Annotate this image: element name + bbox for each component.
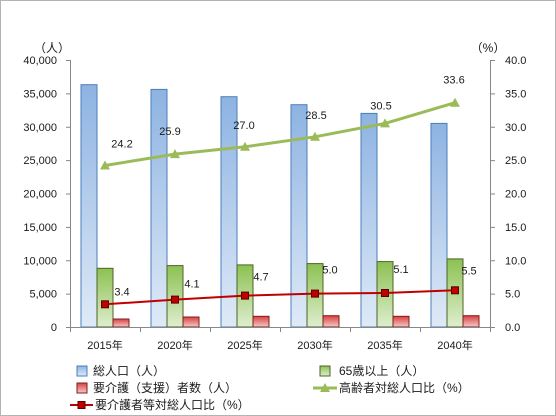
x-axis-tick-label: 2015年 <box>87 338 122 352</box>
marker-elderly-ratio-2025 <box>240 141 250 151</box>
x-axis-tick-label: 2040年 <box>437 338 472 352</box>
x-axis-tick-label: 2030年 <box>297 338 332 352</box>
legend-square-marker-icon <box>77 401 86 409</box>
bar-total-population-2015 <box>80 84 98 328</box>
legend-item-aged-65-plus: 65歳以上（人） <box>319 364 424 378</box>
bar-aged-65-plus-2015 <box>96 267 114 328</box>
bar-total-population-2040 <box>430 122 448 328</box>
y2-axis-tick-label: 35.0 <box>505 88 526 100</box>
y2-axis-tick-label: 15.0 <box>505 222 526 234</box>
y-axis-tick-label: 40,000 <box>23 55 57 67</box>
bar-care-needed-2025 <box>252 315 270 328</box>
marker-elderly-ratio-2040 <box>450 97 460 107</box>
data-label-elderly-ratio-2015: 24.2 <box>111 139 132 151</box>
data-label-care-needed-ratio-2020: 4.1 <box>184 279 199 291</box>
data-label-care-needed-ratio-2035: 5.1 <box>393 264 408 276</box>
y2-axis-tick-label: 30.0 <box>505 122 526 134</box>
y-axis-tick-label: 5,000 <box>29 289 57 301</box>
data-label-elderly-ratio-2040: 33.6 <box>443 75 464 87</box>
y-axis-tick-label: 30,000 <box>23 122 57 134</box>
bar-care-needed-2020 <box>182 316 200 328</box>
data-label-elderly-ratio-2020: 25.9 <box>159 126 180 138</box>
data-label-elderly-ratio-2025: 27.0 <box>233 120 254 132</box>
legend-label-elderly-ratio: 高齢者対総人口比（%） <box>339 380 470 395</box>
data-label-care-needed-ratio-2030: 5.0 <box>322 265 337 277</box>
bar-care-needed-2035 <box>392 315 410 328</box>
marker-care-needed-ratio-2030 <box>311 289 319 298</box>
bar-care-needed-2040 <box>462 315 480 328</box>
marker-care-needed-ratio-2020 <box>171 295 179 304</box>
marker-elderly-ratio-2020 <box>170 149 180 159</box>
y-axis-title: （人） <box>34 41 70 55</box>
y-axis-tick-label: 10,000 <box>23 255 57 267</box>
y2-axis-tick-label: 0.0 <box>505 322 520 334</box>
legend-label-care-needed: 要介護（支援）者数（人） <box>93 380 237 395</box>
y2-axis-tick-label: 20.0 <box>505 189 526 201</box>
marker-care-needed-ratio-2025 <box>241 291 249 300</box>
legend-item-care-needed: 要介護（支援）者数（人） <box>76 380 237 395</box>
y-axis-tick-label: 0 <box>51 322 57 334</box>
y2-axis-title: （%） <box>471 41 506 55</box>
marker-care-needed-ratio-2015 <box>101 300 109 309</box>
marker-care-needed-ratio-2040 <box>451 286 459 295</box>
legend-label-aged-65-plus: 65歳以上（人） <box>339 364 424 378</box>
data-label-care-needed-ratio-2025: 4.7 <box>253 272 268 284</box>
legend-item-care-needed-ratio: 要介護者等対総人口比（%） <box>70 397 250 412</box>
bar-total-population-2020 <box>150 88 168 328</box>
data-label-care-needed-ratio-2015: 3.4 <box>114 286 129 298</box>
bar-total-population-2035 <box>360 112 378 328</box>
legend-label-care-needed-ratio: 要介護者等対総人口比（%） <box>95 397 250 412</box>
line-care-needed-ratio <box>104 289 456 306</box>
y2-axis-tick-label: 25.0 <box>505 155 526 167</box>
bar-care-needed-2015 <box>112 318 130 328</box>
bar-care-needed-2030 <box>322 315 340 328</box>
legend-item-total-population: 総人口（人） <box>76 364 165 378</box>
x-axis-tick-label: 2025年 <box>227 338 262 352</box>
legend: 総人口（人） 65歳以上（人） 要介護（支援）者数（人） 高齢者対総人口比（%）… <box>70 364 470 412</box>
y2-axis-tick-label: 10.0 <box>505 255 526 267</box>
x-axis-tick-label: 2020年 <box>157 338 192 352</box>
legend-swatch-care-needed <box>76 382 88 394</box>
marker-elderly-ratio-2015 <box>100 160 110 170</box>
plot-area: 0 5,000 10,000 15,000 20,000 25,000 30,000 35,0… <box>23 55 526 352</box>
data-label-elderly-ratio-2035: 30.5 <box>370 100 391 112</box>
legend-triangle-marker-icon <box>320 383 330 392</box>
y2-axis-tick-label: 40.0 <box>505 55 526 67</box>
line-elderly-ratio <box>104 101 456 167</box>
y-axis-tick-label: 15,000 <box>23 222 57 234</box>
y-axis-tick-label: 35,000 <box>23 88 57 100</box>
marker-elderly-ratio-2030 <box>310 131 320 141</box>
marker-care-needed-ratio-2035 <box>381 289 389 297</box>
legend-label-total-population: 総人口（人） <box>93 364 165 378</box>
legend-swatch-aged-65-plus <box>319 365 331 377</box>
marker-elderly-ratio-2035 <box>380 118 390 128</box>
legend-item-elderly-ratio: 高齢者対総人口比（%） <box>313 380 470 395</box>
y-axis-tick-label: 20,000 <box>23 189 57 201</box>
data-label-elderly-ratio-2030: 28.5 <box>305 110 326 122</box>
data-label-care-needed-ratio-2040: 5.5 <box>461 265 476 277</box>
y2-axis-tick-label: 5.0 <box>505 289 520 301</box>
y-axis-tick-label: 25,000 <box>23 155 57 167</box>
x-axis-tick-label: 2035年 <box>367 338 402 352</box>
legend-swatch-total-population <box>76 365 88 377</box>
